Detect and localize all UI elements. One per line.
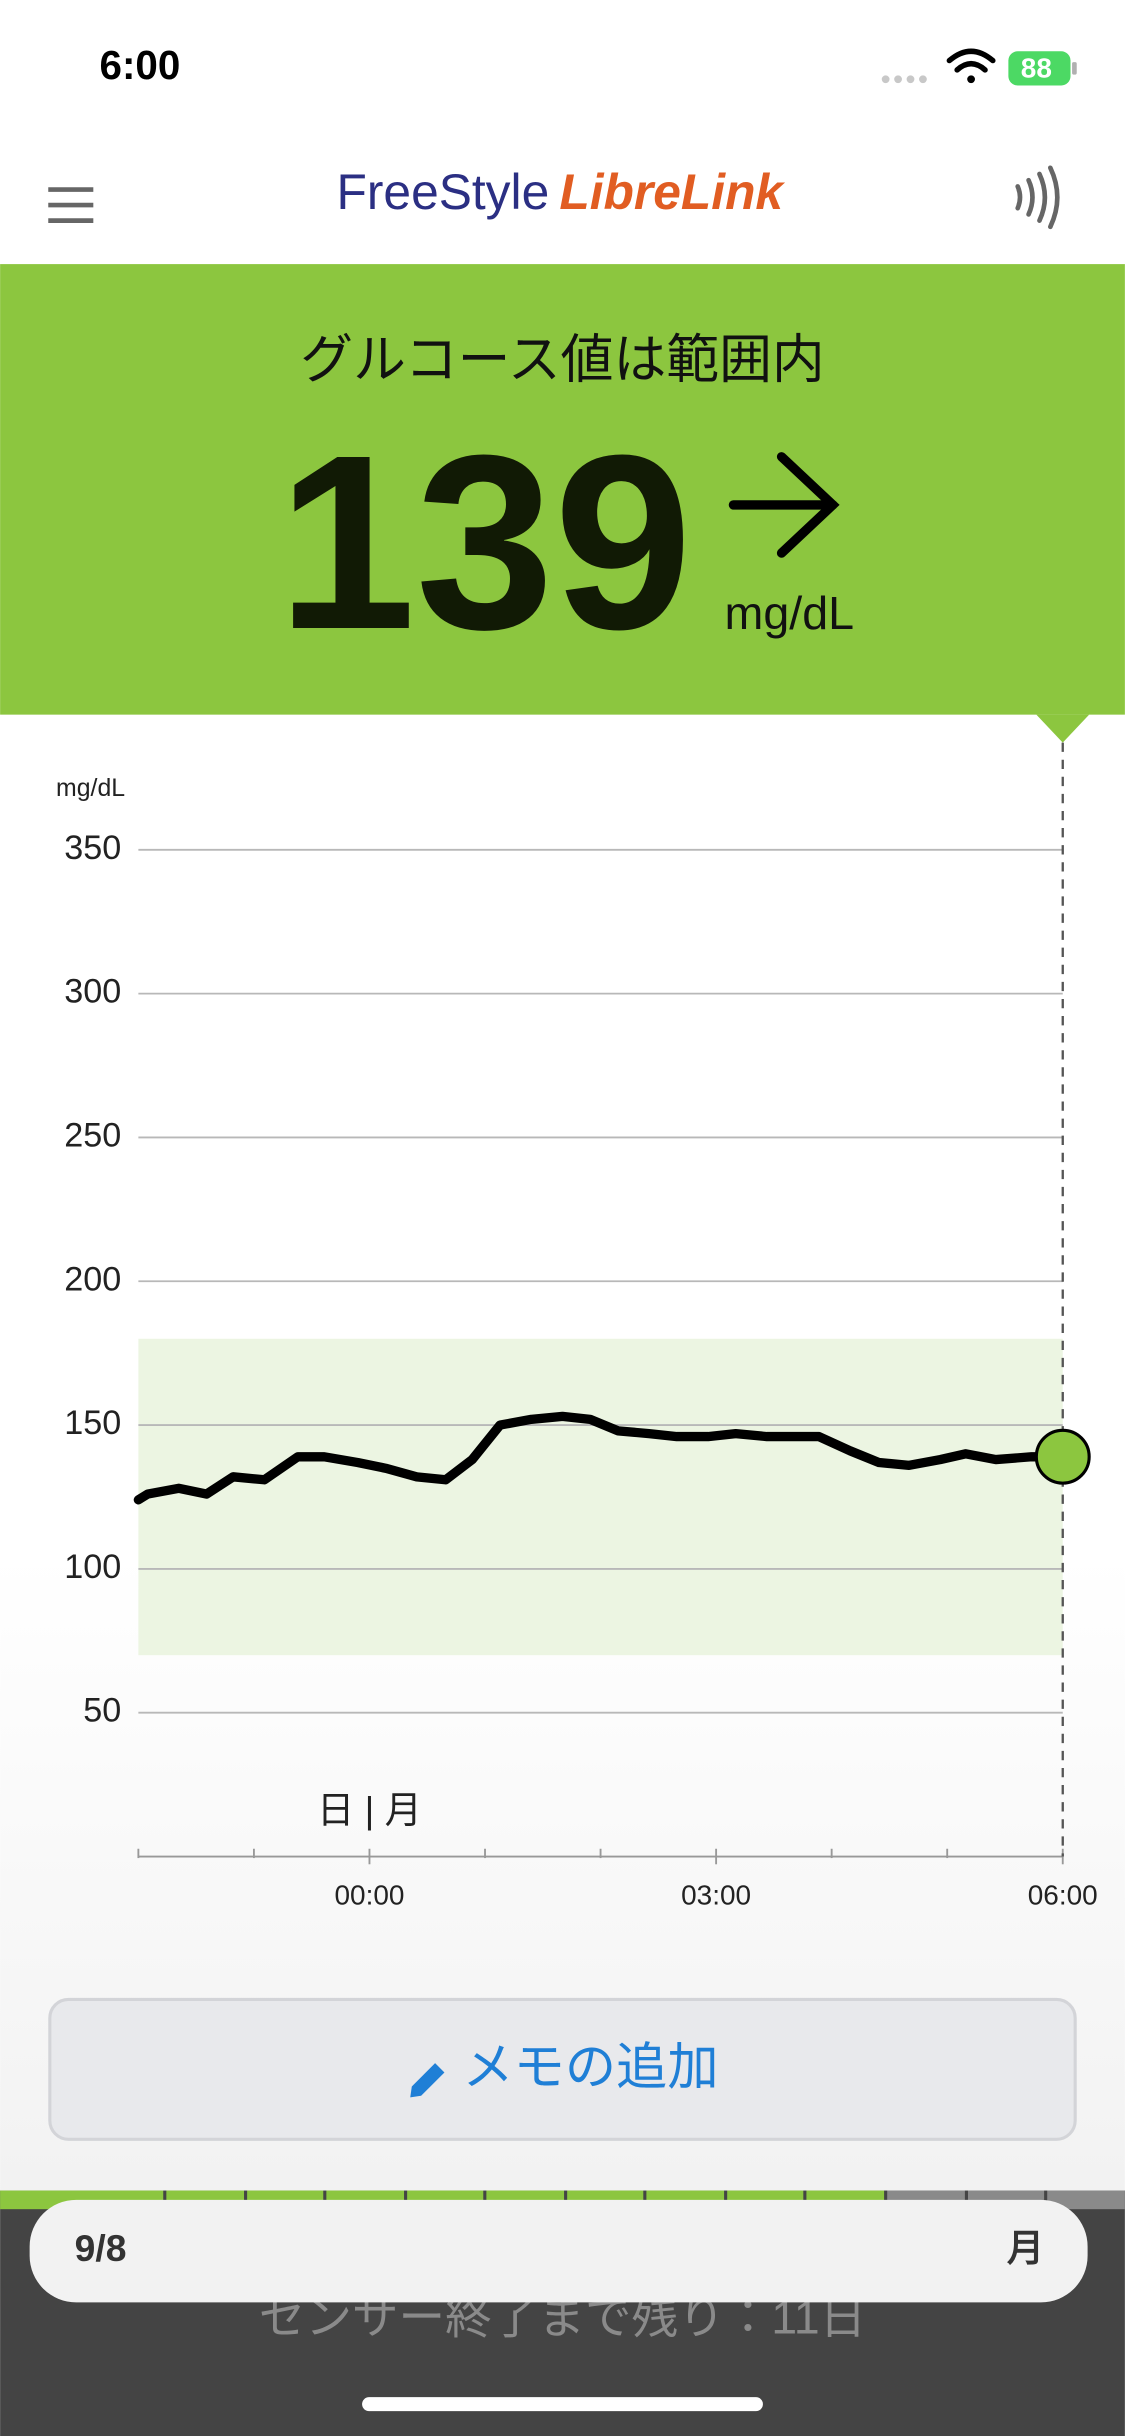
x-tick-label: 00:00	[334, 1879, 404, 1910]
banner-pointer	[1036, 714, 1090, 743]
trend-arrow	[728, 452, 840, 558]
glucose-status: グルコース値は範囲内	[300, 330, 824, 389]
y-tick-label: 200	[64, 1260, 121, 1298]
menu-button[interactable]	[48, 187, 94, 223]
battery-tip	[1072, 62, 1077, 75]
wifi-icon	[946, 48, 996, 84]
y-tick-label: 350	[64, 829, 121, 867]
day-label: 日 | 月	[317, 1789, 422, 1831]
current-reading-marker	[1034, 1428, 1091, 1485]
target-range	[138, 1338, 1063, 1656]
y-tick-label: 50	[83, 1692, 121, 1730]
x-tick-label: 03:00	[681, 1879, 751, 1910]
x-tick-label: 06:00	[1028, 1879, 1098, 1910]
signal-dots	[881, 75, 927, 84]
y-tick-label: 300	[64, 973, 121, 1011]
y-axis-label: mg/dL	[56, 775, 125, 802]
logo-brand: FreeStyle	[337, 164, 550, 220]
add-note-label[interactable]: メモの追加	[462, 2038, 718, 2095]
glucose-banner	[0, 264, 1125, 715]
y-tick-label: 150	[64, 1404, 121, 1442]
y-tick-label: 250	[64, 1116, 121, 1154]
home-indicator	[362, 2397, 763, 2412]
glucose-unit: mg/dL	[725, 587, 855, 639]
add-note-button[interactable]	[48, 1997, 1077, 2141]
battery-icon	[1008, 51, 1071, 86]
glucose-value: 139	[277, 403, 692, 681]
date-label: 9/8	[75, 2227, 127, 2269]
date-pill	[29, 2199, 1088, 2303]
weekday-label: 月	[1007, 2227, 1044, 2269]
logo-product: LibreLink	[559, 164, 785, 220]
status-time: 6:00	[100, 42, 181, 88]
scan-button[interactable]	[1015, 165, 1060, 230]
pencil-icon	[410, 2063, 445, 2098]
y-tick-label: 100	[64, 1548, 121, 1586]
glucose-line	[133, 1411, 1068, 1505]
glucose-chart: mg/dL 50 100 150 200 250 300 350 00:00 03:00 06:00…	[56, 742, 1098, 1910]
battery-level: 88	[1021, 52, 1052, 83]
